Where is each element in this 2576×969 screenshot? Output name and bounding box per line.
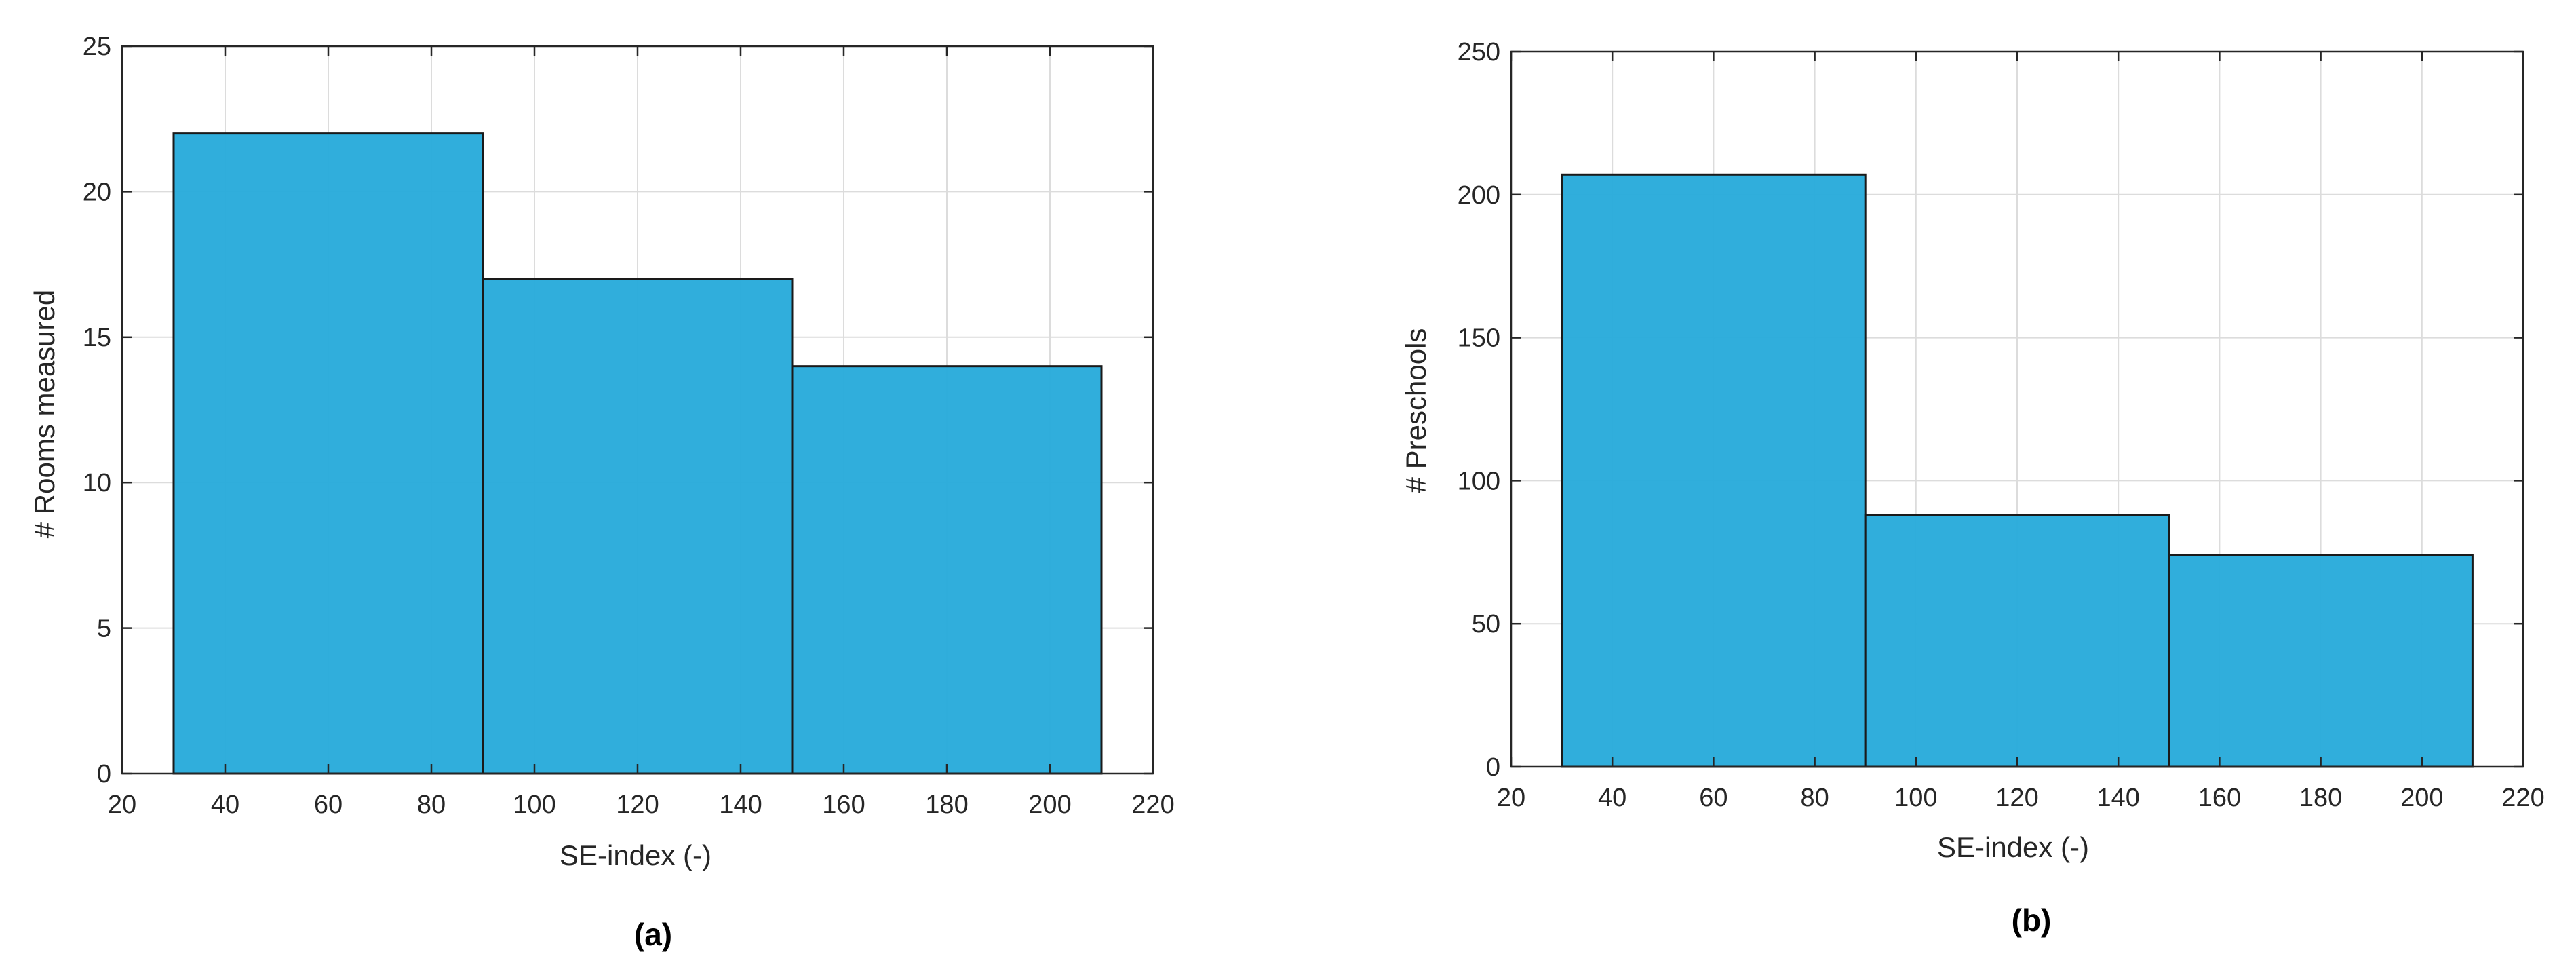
x-tick-labels-b: 20 40 60 80 100 120 140 160 180 200 220 — [1497, 784, 2545, 812]
panel-label-b: (b) — [2012, 902, 2052, 938]
x-tick-label-a-5: 120 — [616, 791, 659, 819]
y-tick-label-b-4: 200 — [1458, 181, 1500, 210]
x-tick-label-a-1: 40 — [211, 791, 239, 819]
bar-a-2 — [482, 278, 794, 775]
panel-label-a: (a) — [634, 917, 672, 952]
y-axis-label-b: # Preschools — [1400, 328, 1432, 493]
x-tick-label-b-7: 160 — [2198, 784, 2241, 812]
panel-b: 20 40 60 80 100 120 140 160 180 200 220 0 50 100 150 2… — [1400, 38, 2545, 938]
x-tick-label-b-8: 180 — [2299, 784, 2342, 812]
y-tick-label-b-3: 150 — [1458, 324, 1500, 353]
x-tick-label-b-5: 120 — [1995, 784, 2038, 812]
y-tick-label-a-5: 25 — [83, 33, 111, 61]
bar-a-3 — [791, 365, 1103, 775]
axes-b — [1510, 50, 2524, 768]
y-tick-label-a-0: 0 — [97, 760, 111, 788]
y-tick-labels-b: 0 50 100 150 200 250 — [1458, 38, 1500, 782]
x-tick-label-a-4: 100 — [513, 791, 555, 819]
y-tick-label-a-3: 15 — [83, 324, 111, 352]
x-tick-label-b-0: 20 — [1497, 784, 1525, 812]
x-axis-label-a: SE-index (-) — [560, 839, 711, 871]
x-tick-label-a-9: 200 — [1028, 791, 1071, 819]
y-tick-labels-a: 0 5 10 15 20 25 — [83, 33, 111, 788]
axes-a — [121, 45, 1154, 775]
y-tick-label-b-2: 100 — [1458, 467, 1500, 495]
x-tick-label-b-6: 140 — [2096, 784, 2139, 812]
x-tick-label-a-6: 140 — [719, 791, 762, 819]
x-axis-label-b: SE-index (-) — [1937, 831, 2089, 863]
y-tick-label-a-4: 20 — [83, 178, 111, 206]
y-tick-label-b-5: 250 — [1458, 38, 1500, 66]
x-tick-label-b-3: 80 — [1800, 784, 1829, 812]
y-tick-label-b-1: 50 — [1472, 610, 1500, 639]
y-tick-label-b-0: 0 — [1486, 753, 1500, 782]
bar-a-1 — [172, 132, 484, 775]
x-tick-label-b-4: 100 — [1894, 784, 1937, 812]
x-tick-label-a-2: 60 — [314, 791, 343, 819]
x-tick-label-a-8: 180 — [925, 791, 968, 819]
x-tick-label-a-3: 80 — [417, 791, 446, 819]
bar-b-2 — [1864, 514, 2170, 768]
x-tick-label-b-10: 220 — [2501, 784, 2544, 812]
x-tick-label-b-2: 60 — [1699, 784, 1728, 812]
x-tick-label-a-7: 160 — [822, 791, 865, 819]
y-tick-label-a-1: 5 — [97, 615, 111, 643]
x-tick-label-b-1: 40 — [1598, 784, 1626, 812]
y-tick-label-a-2: 10 — [83, 469, 111, 497]
panel-a: 20 40 60 80 100 120 140 160 180 200 220 0 5 10 15 20 25… — [28, 33, 1175, 952]
bars-a — [172, 132, 1103, 775]
bar-b-1 — [1561, 173, 1867, 768]
y-axis-label-a: # Rooms measured — [28, 290, 60, 539]
x-tick-labels-a: 20 40 60 80 100 120 140 160 180 200 220 — [108, 791, 1175, 819]
x-tick-label-a-10: 220 — [1131, 791, 1174, 819]
bars-b — [1561, 173, 2474, 768]
bar-b-3 — [2168, 554, 2474, 768]
x-tick-label-a-0: 20 — [108, 791, 136, 819]
x-tick-label-b-9: 200 — [2400, 784, 2443, 812]
